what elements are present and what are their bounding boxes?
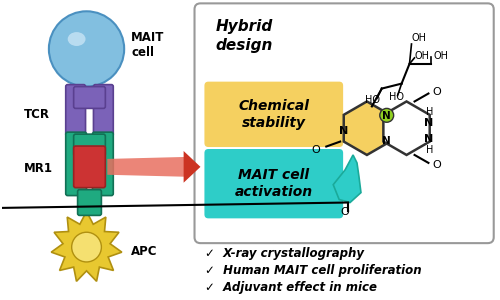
Text: ✓  X-ray crystallography: ✓ X-ray crystallography (206, 247, 364, 260)
Text: APC: APC (131, 244, 158, 258)
Text: OH: OH (434, 51, 448, 61)
Text: TCR: TCR (24, 108, 50, 121)
Text: N: N (340, 126, 348, 136)
FancyBboxPatch shape (92, 132, 114, 196)
Text: Chemical
stability: Chemical stability (238, 99, 310, 130)
Polygon shape (108, 157, 186, 177)
Text: HO: HO (388, 92, 404, 103)
Text: MR1: MR1 (24, 162, 53, 175)
Text: O: O (432, 160, 441, 170)
Text: Hybrid
design: Hybrid design (216, 19, 272, 53)
Circle shape (380, 108, 394, 122)
FancyBboxPatch shape (74, 134, 106, 156)
FancyBboxPatch shape (66, 132, 86, 196)
FancyBboxPatch shape (74, 146, 106, 188)
FancyBboxPatch shape (204, 149, 343, 218)
Text: N: N (424, 118, 433, 128)
FancyBboxPatch shape (66, 85, 86, 136)
Text: OH: OH (414, 51, 430, 61)
FancyBboxPatch shape (94, 85, 114, 136)
FancyBboxPatch shape (204, 82, 343, 147)
FancyBboxPatch shape (78, 190, 102, 215)
Text: HO: HO (365, 95, 380, 106)
Circle shape (72, 232, 102, 262)
Text: N: N (424, 134, 433, 144)
Polygon shape (344, 101, 390, 155)
Text: H: H (426, 107, 433, 117)
Text: N: N (382, 136, 391, 146)
Polygon shape (51, 212, 122, 281)
FancyBboxPatch shape (194, 3, 494, 243)
Polygon shape (384, 101, 430, 155)
Circle shape (49, 11, 124, 87)
Text: ✓  Human MAIT cell proliferation: ✓ Human MAIT cell proliferation (206, 264, 422, 277)
Text: O: O (340, 207, 349, 218)
Ellipse shape (68, 32, 86, 46)
Text: H: H (426, 145, 433, 154)
Text: MAIT
cell: MAIT cell (131, 31, 164, 59)
Text: N: N (382, 111, 391, 121)
FancyBboxPatch shape (74, 87, 106, 108)
Text: O: O (432, 86, 441, 97)
Text: ✓  Adjuvant effect in mice: ✓ Adjuvant effect in mice (206, 281, 378, 294)
Text: MAIT cell
activation: MAIT cell activation (234, 168, 313, 199)
Text: O: O (312, 145, 320, 154)
Text: OH: OH (412, 33, 426, 43)
Polygon shape (184, 151, 200, 183)
Polygon shape (333, 155, 361, 202)
